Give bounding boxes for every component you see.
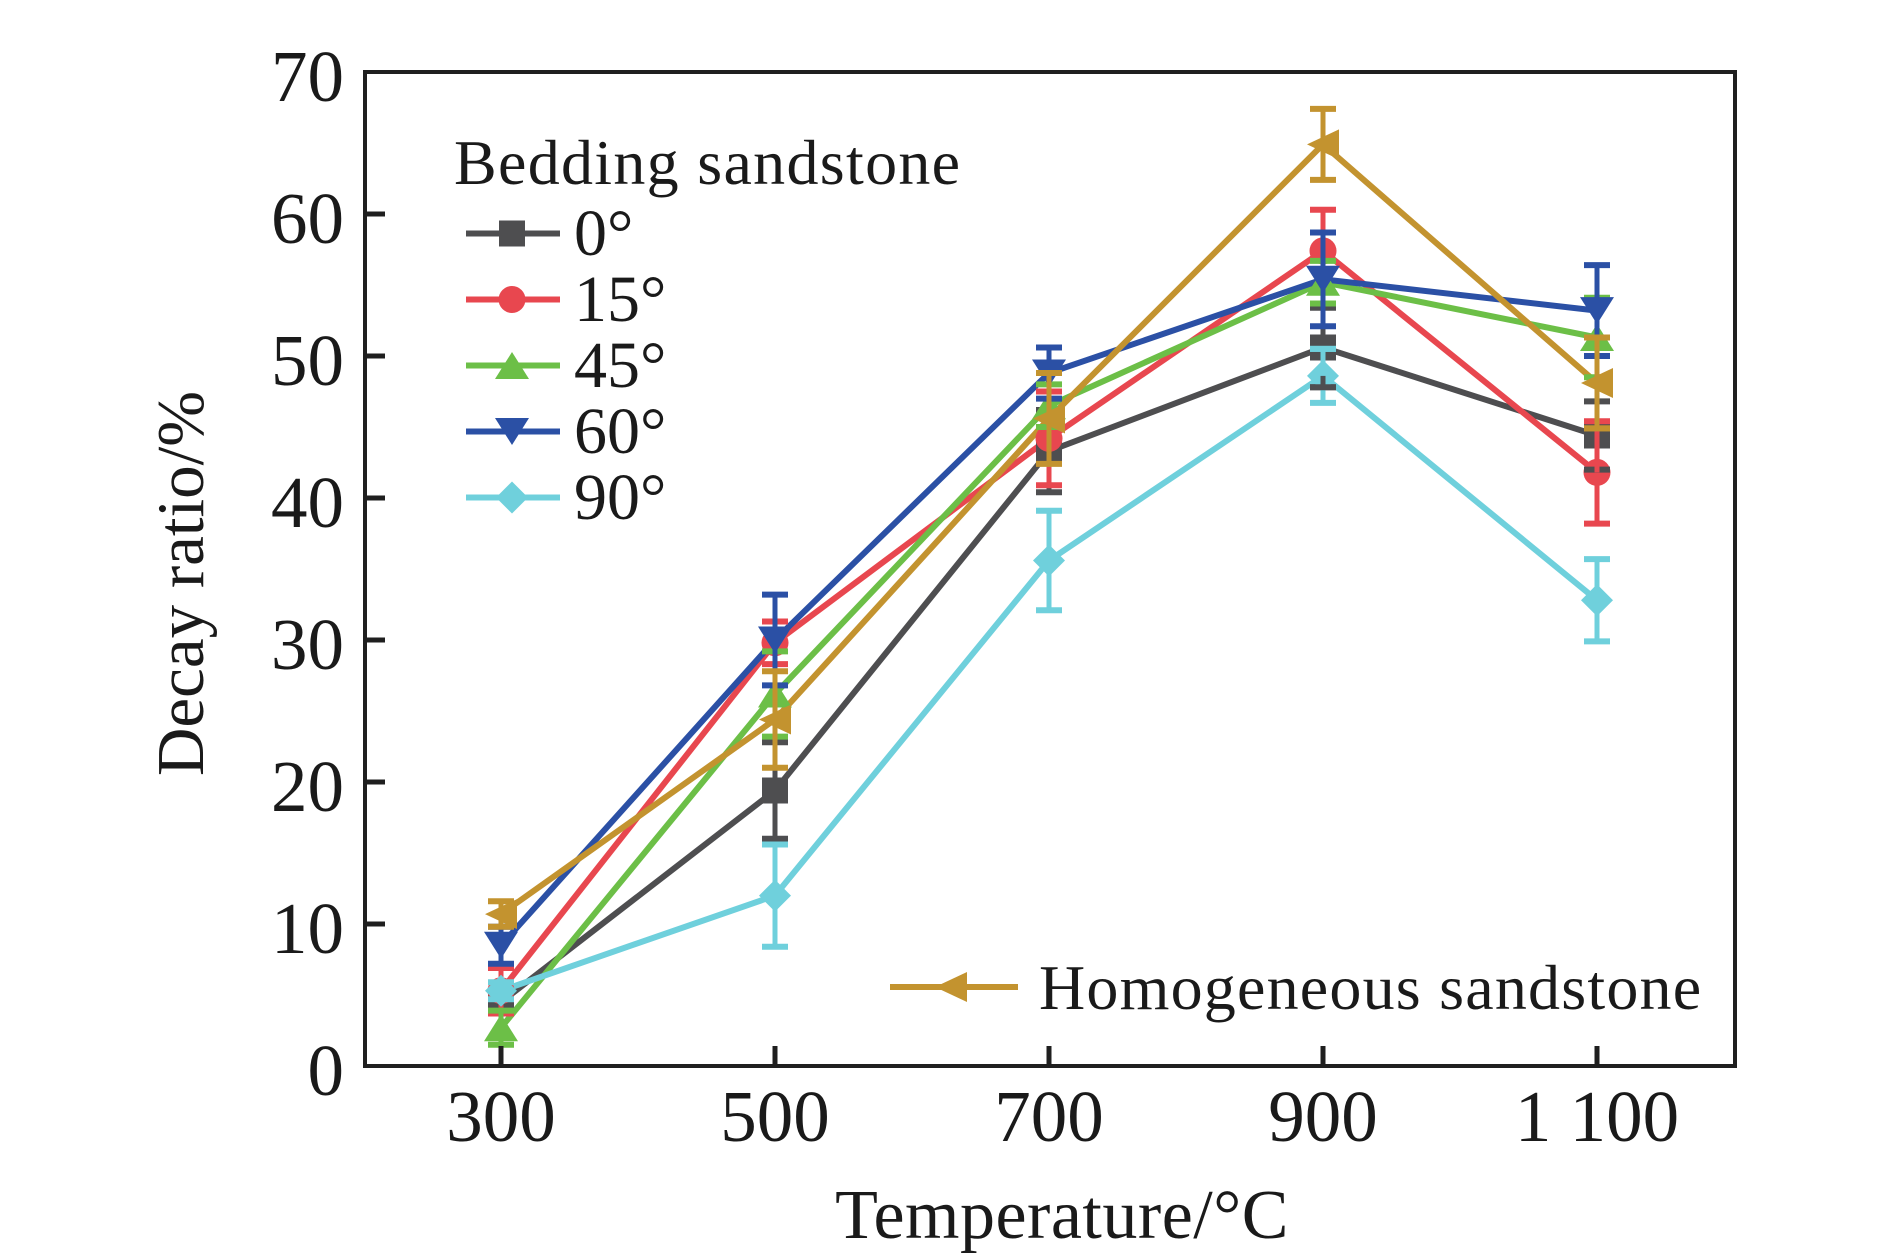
svg-text:50: 50	[271, 320, 344, 401]
svg-text:40: 40	[271, 462, 344, 543]
svg-text:70: 70	[271, 36, 344, 117]
svg-text:300: 300	[446, 1076, 556, 1157]
svg-text:10: 10	[271, 888, 344, 969]
svg-text:30: 30	[271, 604, 344, 685]
svg-text:Bedding sandstone: Bedding sandstone	[454, 127, 961, 198]
svg-text:1 100: 1 100	[1515, 1076, 1679, 1157]
svg-text:20: 20	[271, 746, 344, 827]
svg-text:Decay ratio/%: Decay ratio/%	[144, 391, 218, 776]
svg-text:90°: 90°	[574, 461, 666, 534]
svg-text:700: 700	[994, 1076, 1104, 1157]
svg-text:0°: 0°	[574, 197, 633, 270]
svg-text:Homogeneous sandstone: Homogeneous sandstone	[1039, 952, 1702, 1023]
svg-text:Temperature/°C: Temperature/°C	[835, 1177, 1289, 1254]
svg-text:500: 500	[720, 1076, 830, 1157]
svg-text:15°: 15°	[574, 263, 666, 336]
svg-text:900: 900	[1268, 1076, 1378, 1157]
svg-text:45°: 45°	[574, 329, 666, 402]
svg-text:60: 60	[271, 178, 344, 259]
svg-text:0: 0	[308, 1030, 345, 1111]
svg-text:60°: 60°	[574, 395, 666, 468]
